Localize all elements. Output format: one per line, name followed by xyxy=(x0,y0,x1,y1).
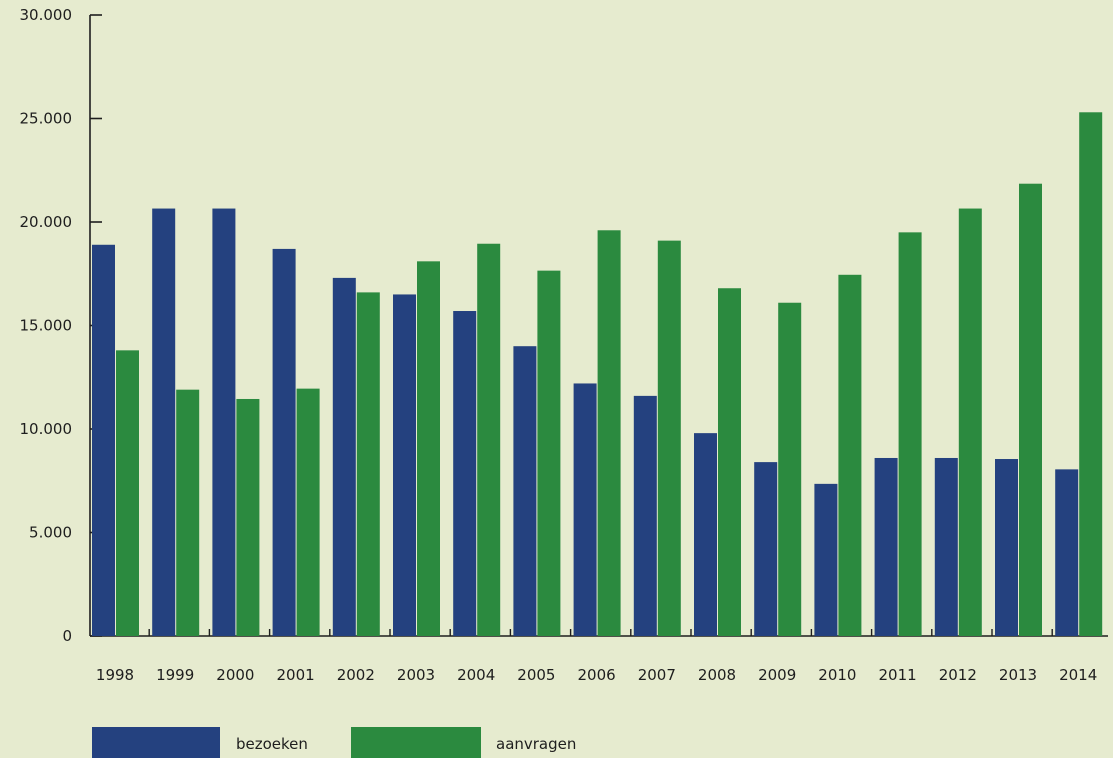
bar-bezoeken-2000 xyxy=(212,208,236,637)
bars xyxy=(92,112,1103,637)
x-tick-label: 2005 xyxy=(517,666,555,684)
legend-swatch-aanvragen xyxy=(351,727,481,758)
legend-label-bezoeken: bezoeken xyxy=(236,735,308,753)
bar-aanvragen-2003 xyxy=(417,261,440,636)
bar-aanvragen-2000 xyxy=(236,398,260,636)
bar-bezoeken-2012 xyxy=(934,457,958,636)
bar-aanvragen-2012 xyxy=(958,208,982,637)
bar-bezoeken-2005 xyxy=(513,346,537,636)
bar-bezoeken-2006 xyxy=(573,383,597,636)
x-tick-label: 2004 xyxy=(457,666,495,684)
x-tick-label: 2008 xyxy=(698,666,736,684)
x-tick-label: 2013 xyxy=(999,666,1037,684)
bar-bezoeken-2002 xyxy=(332,277,356,636)
x-tick-label: 2014 xyxy=(1059,666,1097,684)
bar-aanvragen-2014 xyxy=(1079,112,1103,637)
y-axis: 0 5.000 10.000 15.000 20.000 25.000 30.000 xyxy=(20,6,102,645)
y-tick-label: 10.000 xyxy=(20,420,73,438)
x-tick-label: 2010 xyxy=(818,666,856,684)
y-tick-label: 15.000 xyxy=(20,317,73,335)
x-tick-label: 2007 xyxy=(638,666,676,684)
x-tick-label: 1998 xyxy=(96,666,134,684)
legend-label-aanvragen: aanvragen xyxy=(496,735,576,753)
bar-aanvragen-2002 xyxy=(356,292,380,636)
bar-aanvragen-2005 xyxy=(537,270,561,636)
bar-bezoeken-2004 xyxy=(453,311,477,636)
bar-aanvragen-2011 xyxy=(898,232,922,636)
bar-aanvragen-1999 xyxy=(176,389,200,636)
x-tick-label: 2006 xyxy=(578,666,616,684)
bar-aanvragen-2008 xyxy=(718,288,741,636)
y-tick-label: 25.000 xyxy=(20,110,73,128)
y-tick-label: 0 xyxy=(62,627,72,645)
legend-swatch-bezoeken xyxy=(92,727,220,758)
y-tick-label: 20.000 xyxy=(20,213,73,231)
y-tick-label: 5.000 xyxy=(29,524,72,542)
bar-bezoeken-2008 xyxy=(694,433,717,636)
bar-aanvragen-2010 xyxy=(838,274,862,636)
bar-bezoeken-2013 xyxy=(995,459,1018,636)
bar-bezoeken-1998 xyxy=(92,244,115,636)
bar-bezoeken-2003 xyxy=(393,294,416,636)
x-tick-label: 2003 xyxy=(397,666,435,684)
bar-aanvragen-1998 xyxy=(116,350,139,636)
bar-bezoeken-2011 xyxy=(874,457,898,636)
bar-aanvragen-2013 xyxy=(1019,183,1042,636)
x-tick-label: 2011 xyxy=(879,666,917,684)
bar-aanvragen-2007 xyxy=(657,240,681,636)
bar-aanvragen-2004 xyxy=(477,243,501,637)
x-tick-label: 2012 xyxy=(939,666,977,684)
bar-bezoeken-2014 xyxy=(1055,469,1079,636)
bar-bezoeken-2009 xyxy=(754,462,778,636)
bar-bezoeken-2007 xyxy=(633,395,657,636)
bar-aanvragen-2009 xyxy=(778,302,802,636)
x-tick-label: 2001 xyxy=(277,666,315,684)
x-axis: 1998 1999 2000 2001 2002 2003 2004 2005 2006 2007… xyxy=(90,629,1108,684)
x-tick-label: 2009 xyxy=(758,666,796,684)
bar-bezoeken-2010 xyxy=(814,483,838,636)
bar-bezoeken-1999 xyxy=(152,208,176,637)
bar-aanvragen-2006 xyxy=(597,230,621,636)
x-tick-label: 2000 xyxy=(216,666,254,684)
legend: bezoeken aanvragen xyxy=(92,727,576,758)
x-tick-label: 2002 xyxy=(337,666,375,684)
x-tick-label: 1999 xyxy=(156,666,194,684)
bar-bezoeken-2001 xyxy=(272,248,296,636)
bar-aanvragen-2001 xyxy=(296,388,320,636)
y-tick-label: 30.000 xyxy=(20,6,73,24)
